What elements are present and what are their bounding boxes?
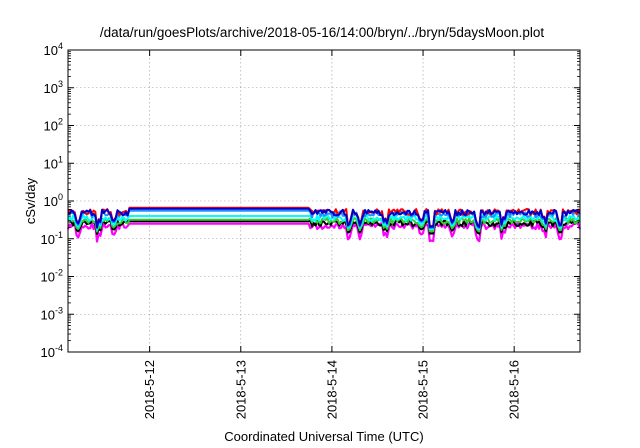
y-tick-label: 104 — [44, 41, 63, 58]
x-tick-label: 2018-5-12 — [142, 360, 157, 419]
grid — [68, 50, 580, 352]
y-tick-label: 10-3 — [41, 305, 63, 322]
x-axis: 2018-5-12 2018-5-13 2018-5-14 2018-5-15 2018… — [142, 50, 522, 419]
y-tick-label: 101 — [44, 154, 63, 171]
series-line — [66, 222, 582, 243]
y-tick-label: 100 — [44, 192, 63, 209]
series-layer — [66, 206, 582, 243]
series-line — [67, 214, 581, 231]
x-axis-label: Coordinated Universal Time (UTC) — [224, 429, 423, 444]
x-tick-label: 2018-5-15 — [416, 360, 431, 419]
chart-title: /data/run/goesPlots/archive/2018-05-16/1… — [100, 25, 545, 40]
x-tick-label: 2018-5-16 — [507, 360, 522, 419]
y-tick-label: 102 — [44, 117, 63, 134]
y-tick-label: 10-1 — [41, 230, 63, 247]
series-line — [67, 209, 581, 230]
x-tick-label: 2018-5-13 — [233, 360, 248, 419]
series-line — [67, 219, 581, 235]
y-axis-label: cSv/day — [23, 177, 38, 224]
y-tick-label: 103 — [44, 79, 63, 96]
y-tick-label: 10-4 — [41, 343, 63, 360]
y-axis: 104 103 102 101 100 10-1 10-2 10-3 10-4 — [41, 41, 580, 360]
series-line — [67, 207, 581, 229]
x-tick-label: 2018-5-14 — [324, 360, 339, 419]
y-tick-label: 10-2 — [41, 268, 63, 285]
